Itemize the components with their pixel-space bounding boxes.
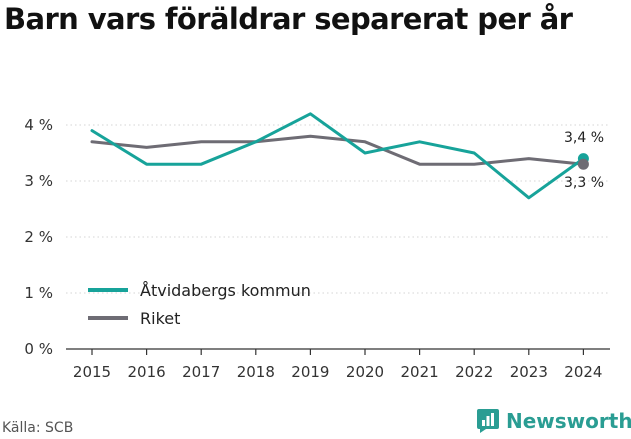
end-value-label: 3,4 %	[564, 130, 604, 146]
series-line-riket	[90, 134, 585, 166]
y-tick-label: 4 %	[24, 116, 53, 134]
newsworthy-logo: Newsworthy	[476, 408, 631, 434]
legend-label: Åtvidabergs kommun	[140, 281, 311, 300]
end-point-marker	[577, 158, 589, 170]
chart-title: Barn vars föräldrar separerat per år	[4, 2, 573, 36]
x-tick-label: 2023	[510, 363, 548, 381]
x-tick-label: 2017	[182, 363, 220, 381]
newsworthy-logo-icon	[477, 409, 499, 433]
x-tick-label: 2018	[237, 363, 275, 381]
end-value-label: 3,3 %	[564, 175, 604, 191]
y-tick-label: 0 %	[24, 340, 53, 358]
y-tick-label: 2 %	[24, 228, 53, 246]
brand-name: Newsworthy	[506, 409, 631, 433]
x-tick-label: 2019	[291, 363, 329, 381]
x-tick-label: 2016	[128, 363, 166, 381]
series-line-atvidaberg	[90, 112, 585, 200]
legend-label: Riket	[140, 309, 180, 328]
x-tick-label: 2015	[73, 363, 111, 381]
x-tick-label: 2020	[346, 363, 384, 381]
x-tick-label: 2022	[455, 363, 493, 381]
y-tick-label: 1 %	[24, 284, 53, 302]
source-text: Källa: SCB	[2, 420, 74, 436]
x-tick-label: 2024	[564, 363, 602, 381]
x-tick-label: 2021	[401, 363, 439, 381]
y-tick-label: 3 %	[24, 172, 53, 190]
